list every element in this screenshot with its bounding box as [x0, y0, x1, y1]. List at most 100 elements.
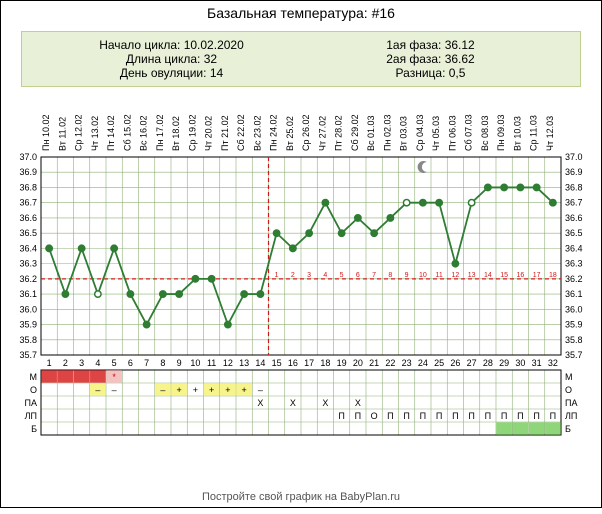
svg-text:30: 30: [515, 358, 525, 368]
svg-text:6: 6: [128, 358, 133, 368]
svg-text:35.9: 35.9: [19, 320, 37, 330]
svg-text:X: X: [322, 398, 328, 408]
svg-text:27: 27: [467, 358, 477, 368]
svg-text:Вт 10.03: Вт 10.03: [512, 116, 522, 151]
svg-text:+: +: [225, 385, 230, 395]
svg-text:36.7: 36.7: [565, 198, 583, 208]
svg-text:Чт 12.03: Чт 12.03: [545, 116, 555, 151]
svg-text:37.0: 37.0: [19, 152, 37, 162]
svg-text:2: 2: [63, 358, 68, 368]
svg-text:5: 5: [112, 358, 117, 368]
svg-text:25: 25: [434, 358, 444, 368]
svg-text:9: 9: [177, 358, 182, 368]
svg-text:35.8: 35.8: [19, 335, 37, 345]
svg-text:4: 4: [95, 358, 100, 368]
phase2-label: 2ая фаза:: [386, 52, 441, 66]
cycle-length-label: Длина цикла:: [126, 52, 200, 66]
svg-text:–: –: [112, 385, 117, 395]
svg-text:36.7: 36.7: [19, 198, 37, 208]
svg-text:17: 17: [304, 358, 314, 368]
cycle-start-label: Начало цикла:: [99, 38, 180, 52]
svg-text:11: 11: [207, 358, 216, 368]
svg-text:36.2: 36.2: [565, 274, 583, 284]
footer-text: Постройте свой график на BabyPlan.ru: [1, 487, 601, 507]
svg-text:24: 24: [418, 358, 428, 368]
svg-text:10: 10: [419, 272, 427, 279]
svg-text:8: 8: [160, 358, 165, 368]
svg-text:Пт 14.02: Пт 14.02: [106, 115, 116, 151]
svg-text:П: П: [452, 411, 458, 421]
svg-text:36.1: 36.1: [19, 289, 37, 299]
svg-text:Чт 20.02: Чт 20.02: [204, 116, 214, 151]
svg-text:36.1: 36.1: [565, 289, 583, 299]
svg-text:Чт 13.02: Чт 13.02: [90, 116, 100, 151]
svg-text:Сб 07.03: Сб 07.03: [464, 114, 474, 151]
svg-text:Вс 23.02: Вс 23.02: [252, 115, 262, 151]
svg-text:36.5: 36.5: [565, 228, 583, 238]
svg-text:П: П: [501, 411, 507, 421]
svg-text:13: 13: [239, 358, 249, 368]
svg-text:Пн 02.03: Пн 02.03: [382, 115, 392, 151]
svg-text:Сб 15.02: Сб 15.02: [122, 114, 132, 151]
svg-text:2: 2: [291, 272, 295, 279]
svg-text:36.4: 36.4: [19, 243, 37, 253]
svg-text:П: П: [533, 411, 539, 421]
svg-text:П: П: [485, 411, 491, 421]
svg-text:П: П: [355, 411, 361, 421]
cycle-start-value: 10.02.2020: [184, 38, 244, 52]
svg-text:О: О: [30, 385, 37, 395]
info-panel: Начало цикла: 10.02.2020 Длина цикла: 32…: [21, 31, 581, 87]
svg-text:ЛП: ЛП: [25, 411, 37, 421]
svg-text:Пт 06.03: Пт 06.03: [447, 115, 457, 151]
svg-text:5: 5: [340, 272, 344, 279]
svg-text:3: 3: [79, 358, 84, 368]
diff-label: Разница:: [396, 66, 446, 80]
svg-text:О: О: [565, 385, 572, 395]
svg-text:Пн 09.03: Пн 09.03: [496, 115, 506, 151]
svg-text:Пн 10.02: Пн 10.02: [41, 115, 51, 151]
svg-text:Сб 29.02: Сб 29.02: [350, 114, 360, 151]
svg-text:36.5: 36.5: [19, 228, 37, 238]
svg-text:16: 16: [516, 272, 524, 279]
svg-text:*: *: [112, 372, 116, 382]
svg-text:4: 4: [323, 272, 327, 279]
phase1-value: 36.12: [445, 38, 475, 52]
svg-text:36.6: 36.6: [19, 213, 37, 223]
svg-text:Вт 18.02: Вт 18.02: [171, 116, 181, 151]
svg-text:15: 15: [500, 272, 508, 279]
svg-text:18: 18: [549, 272, 557, 279]
svg-text:П: П: [387, 411, 393, 421]
svg-text:15: 15: [272, 358, 282, 368]
svg-text:21: 21: [369, 358, 379, 368]
svg-text:1: 1: [47, 358, 52, 368]
ovulation-day-label: День овуляции:: [120, 66, 207, 80]
svg-text:–: –: [258, 385, 263, 395]
ovulation-day-value: 14: [210, 66, 223, 80]
svg-text:23: 23: [402, 358, 412, 368]
svg-text:35.9: 35.9: [565, 320, 583, 330]
svg-text:Пн 24.02: Пн 24.02: [269, 115, 279, 151]
svg-text:1: 1: [275, 272, 279, 279]
svg-text:Ср 11.03: Ср 11.03: [529, 115, 539, 151]
svg-text:Пт 28.02: Пт 28.02: [334, 115, 344, 151]
svg-text:+: +: [209, 385, 214, 395]
svg-text:36.8: 36.8: [565, 182, 583, 192]
svg-text:Ср 19.02: Ср 19.02: [187, 114, 197, 151]
svg-text:Вс 16.02: Вс 16.02: [139, 115, 149, 151]
svg-text:19: 19: [337, 358, 347, 368]
svg-text:36.0: 36.0: [19, 304, 37, 314]
svg-text:ЛП: ЛП: [565, 411, 577, 421]
svg-text:+: +: [193, 385, 198, 395]
svg-text:12: 12: [223, 358, 233, 368]
svg-text:36.9: 36.9: [565, 167, 583, 177]
svg-text:О: О: [371, 411, 378, 421]
svg-text:18: 18: [320, 358, 330, 368]
svg-text:ПА: ПА: [565, 398, 577, 408]
svg-text:Вс 08.03: Вс 08.03: [480, 115, 490, 151]
svg-text:Пн 17.02: Пн 17.02: [155, 115, 165, 151]
svg-text:Вт 25.02: Вт 25.02: [285, 116, 295, 151]
svg-text:–: –: [160, 385, 165, 395]
svg-text:М: М: [565, 372, 573, 382]
svg-text:16: 16: [288, 358, 298, 368]
svg-text:М: М: [30, 372, 38, 382]
